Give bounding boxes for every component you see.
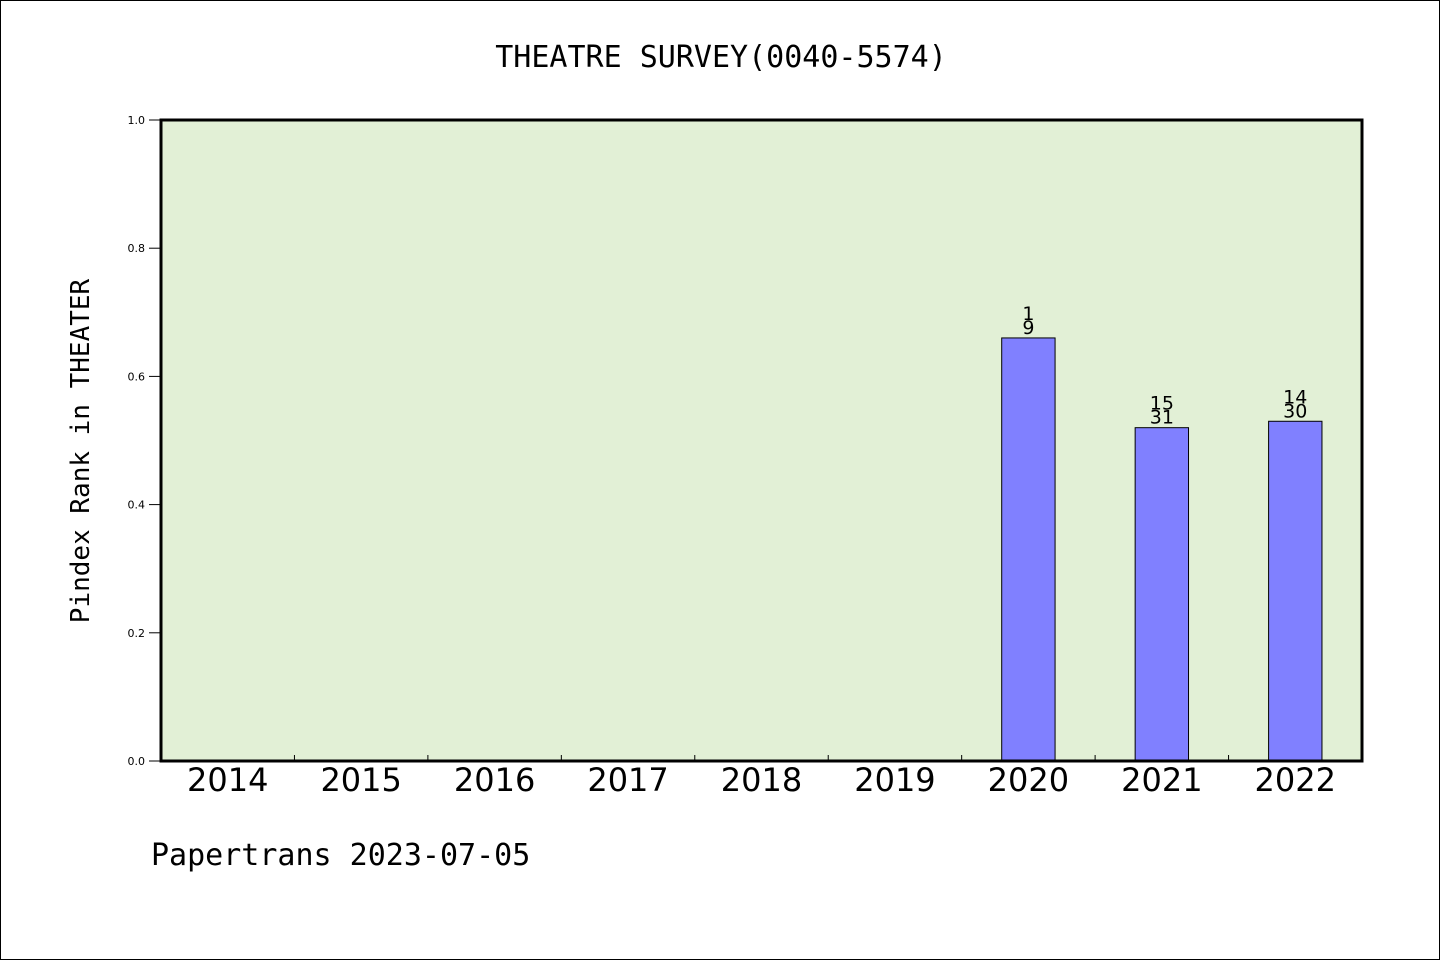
bar-2022 [1268,420,1323,762]
x-tick-label: 2022 [1255,761,1336,799]
x-tick-label: 2019 [854,761,935,799]
y-tick-label: 0.4 [128,499,146,512]
x-tick-label: 2017 [587,761,668,799]
x-tick-label: 2016 [454,761,535,799]
bars [1001,337,1323,762]
y-tick-label: 0.2 [128,627,146,640]
x-tick-label: 2014 [187,761,268,799]
bar-total-label: 30 [1283,400,1307,422]
bar-rank-label: 1 [1022,303,1034,325]
y-tick-label: 0.8 [128,242,146,255]
x-tick-label: 2020 [988,761,1069,799]
y-axis-label: Pindex Rank in THEATER [66,278,96,623]
footer-text: Papertrans 2023-07-05 [151,838,530,873]
plot-border [159,118,1364,763]
bar-total-label: 31 [1150,407,1174,429]
x-tick-label: 2015 [320,761,401,799]
bar-2020 [1001,337,1056,762]
y-tick-label: 0.0 [128,755,146,768]
bar-rank-label: 15 [1150,393,1174,415]
x-tick-label: 2021 [1121,761,1202,799]
bar-rank-label: 14 [1283,386,1307,408]
x-tick-label: 2018 [721,761,802,799]
y-tick-label: 1.0 [128,114,146,127]
y-tick-label: 0.6 [128,370,146,383]
bar-2021 [1134,427,1190,762]
chart-title: THEATRE SURVEY(0040-5574) [495,40,947,75]
x-axis: 2014 2015 2016 2017 2018 2019 2020 2021 2022 [187,755,1336,799]
bar-total-label: 9 [1022,317,1034,339]
y-axis: 0.0 0.2 0.4 0.6 0.8 1.0 [128,114,161,768]
